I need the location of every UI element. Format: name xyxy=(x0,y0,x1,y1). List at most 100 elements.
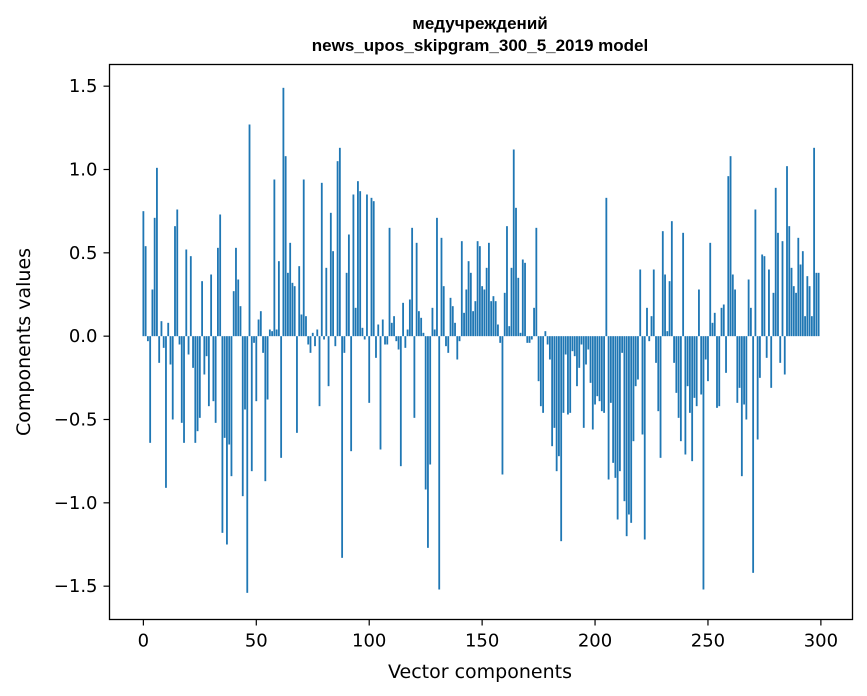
bar xyxy=(314,336,316,347)
bar xyxy=(379,336,382,450)
bar xyxy=(675,336,678,393)
bar xyxy=(347,234,350,337)
bar xyxy=(684,336,687,455)
bar xyxy=(246,336,249,593)
bar xyxy=(465,289,468,337)
bar xyxy=(600,336,603,412)
bar xyxy=(210,274,213,337)
bar xyxy=(673,336,675,363)
bar xyxy=(664,274,666,337)
x-tick-label: 200 xyxy=(578,631,612,652)
bar xyxy=(469,272,472,337)
bar xyxy=(569,336,572,413)
bar xyxy=(316,329,319,337)
bar xyxy=(323,336,325,340)
bar xyxy=(718,336,721,407)
bar xyxy=(533,307,535,337)
bar xyxy=(273,179,276,337)
y-tick-label: 1.5 xyxy=(69,76,98,97)
bar xyxy=(332,251,334,337)
bar xyxy=(558,336,560,457)
bar xyxy=(659,336,662,458)
bar xyxy=(259,311,262,337)
bar xyxy=(354,307,357,337)
bar xyxy=(338,147,341,337)
bar xyxy=(420,317,423,337)
bar xyxy=(578,336,581,368)
bar xyxy=(221,336,224,533)
bar xyxy=(571,336,574,352)
bar xyxy=(603,336,605,413)
bar xyxy=(212,336,215,402)
bar xyxy=(492,296,495,337)
bar xyxy=(519,332,522,337)
bar xyxy=(512,149,515,337)
bar xyxy=(488,242,490,337)
bar xyxy=(309,336,312,353)
bar xyxy=(650,316,653,337)
bar xyxy=(612,336,615,463)
bar xyxy=(524,262,526,337)
bar xyxy=(725,336,727,373)
bar xyxy=(144,246,147,337)
bar xyxy=(180,336,183,423)
bar xyxy=(235,247,237,337)
bar xyxy=(510,267,513,337)
x-tick-label: 250 xyxy=(691,631,725,652)
bar xyxy=(772,292,775,337)
bar xyxy=(576,336,578,387)
bar xyxy=(720,307,723,337)
bar xyxy=(149,336,152,443)
bar xyxy=(759,336,761,378)
bar xyxy=(614,336,617,478)
bar xyxy=(300,314,303,337)
x-tick-label: 50 xyxy=(245,631,268,652)
bar xyxy=(440,237,443,337)
bar xyxy=(537,336,540,382)
bar xyxy=(768,269,770,337)
bar xyxy=(790,267,793,337)
bar xyxy=(526,336,529,343)
bar xyxy=(585,336,587,365)
bar xyxy=(598,336,601,402)
bar xyxy=(763,256,766,337)
x-axis-ticks: 0 50 100 150 200 250 300 xyxy=(138,619,838,652)
bar xyxy=(352,194,355,337)
y-tick-label: −1.0 xyxy=(54,493,98,514)
y-tick-label: 0.5 xyxy=(69,243,98,264)
y-axis-ticks: −1.5 −1.0 −0.5 0.0 0.5 1.0 1.5 xyxy=(54,76,110,597)
bar xyxy=(506,226,508,337)
bar xyxy=(171,336,174,420)
bar xyxy=(499,336,502,343)
bar xyxy=(368,336,371,403)
bar xyxy=(397,336,400,350)
bar xyxy=(436,217,438,337)
bar xyxy=(451,306,454,337)
bar xyxy=(289,242,292,337)
bar xyxy=(325,267,328,337)
bar xyxy=(189,256,192,337)
chart-title: медучреждений xyxy=(412,14,547,33)
bar xyxy=(381,319,384,337)
bar xyxy=(797,237,800,337)
bar xyxy=(151,289,154,337)
bar xyxy=(494,301,497,337)
bar xyxy=(244,336,246,410)
bar xyxy=(637,336,639,380)
bar xyxy=(178,336,181,345)
bar xyxy=(756,336,759,440)
bar xyxy=(591,336,594,430)
bar xyxy=(334,336,337,347)
bar xyxy=(700,336,703,395)
bar xyxy=(230,336,233,477)
bar xyxy=(535,227,538,337)
bar xyxy=(560,336,563,542)
bar xyxy=(490,301,493,337)
bar xyxy=(691,336,694,462)
bar xyxy=(156,167,158,337)
bar xyxy=(214,336,217,423)
bar xyxy=(661,231,664,337)
bar xyxy=(460,241,463,337)
bar xyxy=(474,301,477,337)
